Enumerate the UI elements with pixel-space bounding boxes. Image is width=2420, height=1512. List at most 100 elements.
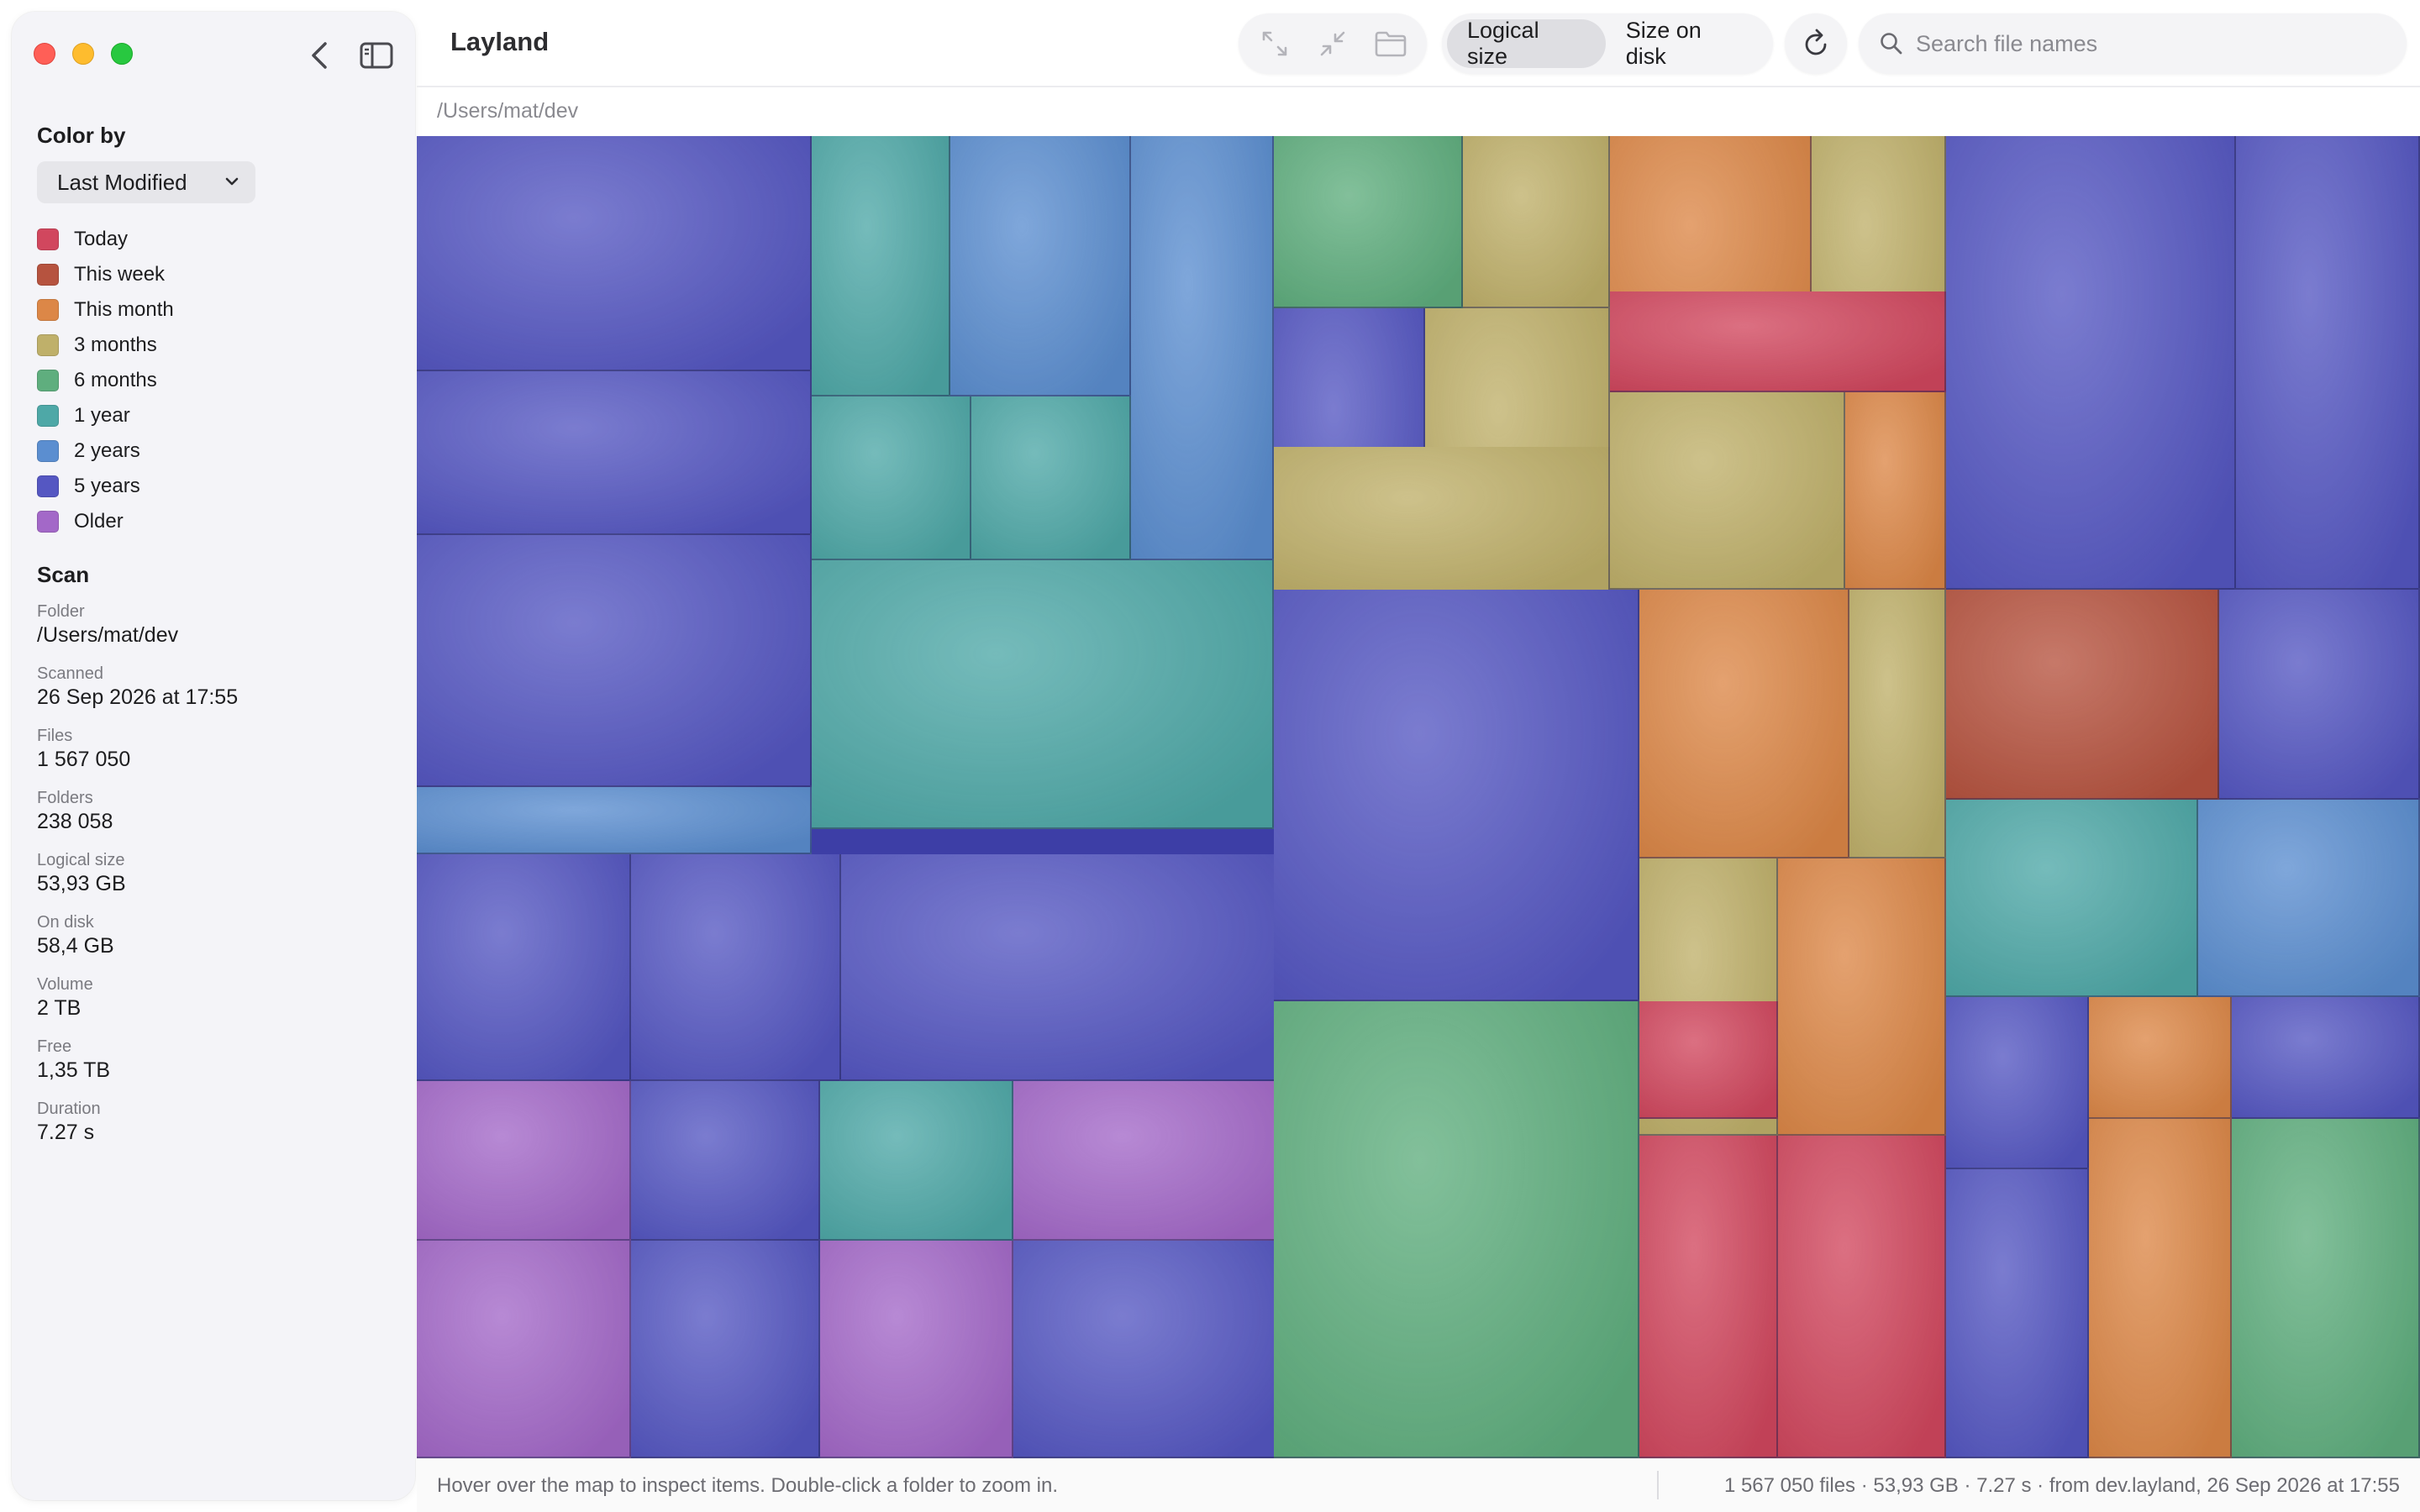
collapse-button[interactable] <box>1309 20 1356 67</box>
scan-key: Duration <box>37 1100 101 1118</box>
treemap-block[interactable] <box>1845 392 1946 590</box>
treemap-block[interactable] <box>1013 1081 1286 1241</box>
legend-swatch <box>37 511 59 533</box>
scan-row: Free 1,35 TB <box>37 1037 238 1099</box>
treemap-block[interactable] <box>1639 1001 1778 1119</box>
window-minimize-button[interactable] <box>72 43 94 65</box>
scan-row: Volume 2 TB <box>37 974 238 1037</box>
treemap-block[interactable] <box>820 1081 1013 1241</box>
scan-row: Duration 7.27 s <box>37 1099 238 1161</box>
treemap-block[interactable] <box>1946 590 2219 800</box>
legend-label: 5 years <box>74 475 140 497</box>
legend-item: 2 years <box>37 433 174 469</box>
treemap-block[interactable] <box>2236 136 2420 590</box>
treemap-block[interactable] <box>1610 291 1946 392</box>
back-button[interactable] <box>301 37 338 74</box>
search-input[interactable] <box>1916 30 2386 57</box>
logical-size-button[interactable]: Logical size <box>1447 18 1606 69</box>
treemap-block[interactable] <box>1274 136 1463 308</box>
legend-label: 6 months <box>74 369 157 391</box>
legend-swatch <box>37 440 59 462</box>
legend-item: Today <box>37 222 174 257</box>
treemap-block[interactable] <box>2198 800 2420 997</box>
treemap-block[interactable] <box>417 1081 631 1241</box>
treemap-block[interactable] <box>2232 1119 2420 1458</box>
app-title: Layland <box>450 27 550 56</box>
treemap-block[interactable] <box>2219 590 2420 800</box>
scan-key: Folder <box>37 602 85 621</box>
treemap-block[interactable] <box>1849 590 1946 858</box>
window-close-button[interactable] <box>34 43 55 65</box>
treemap-block[interactable] <box>631 1081 820 1241</box>
treemap-block[interactable] <box>417 136 812 371</box>
legend-label: This month <box>74 298 174 321</box>
treemap-block[interactable] <box>1013 1241 1286 1458</box>
size-mode-segmented-control: Logical size Size on disk <box>1442 13 1773 74</box>
scan-value: 2 TB <box>37 996 82 1020</box>
treemap-block[interactable] <box>1274 447 1610 594</box>
reveal-folder-button[interactable] <box>1367 20 1414 67</box>
legend-item: This month <box>37 292 174 328</box>
legend-label: Today <box>74 228 129 250</box>
expand-button[interactable] <box>1251 20 1298 67</box>
scan-value: 53,93 GB <box>37 872 126 895</box>
treemap[interactable] <box>417 136 2420 1458</box>
treemap-block[interactable] <box>812 396 971 560</box>
treemap-block[interactable] <box>1274 1001 1639 1458</box>
treemap-block[interactable] <box>1131 136 1274 560</box>
sidebar-toggle-button[interactable] <box>358 37 395 74</box>
treemap-block[interactable] <box>971 396 1131 560</box>
treemap-block[interactable] <box>1946 997 2089 1169</box>
treemap-block[interactable] <box>812 136 950 396</box>
treemap-block[interactable] <box>417 371 812 535</box>
treemap-block[interactable] <box>631 854 841 1081</box>
folder-icon <box>1376 31 1407 57</box>
treemap-block[interactable] <box>1946 1169 2089 1458</box>
treemap-block[interactable] <box>417 854 631 1081</box>
scan-value: 1,35 TB <box>37 1058 111 1082</box>
refresh-icon <box>1805 29 1827 55</box>
breadcrumb[interactable]: /Users/mat/dev <box>437 99 579 123</box>
treemap-block[interactable] <box>812 560 1274 829</box>
scan-row: Files 1 567 050 <box>37 726 238 788</box>
legend-item: 6 months <box>37 363 174 398</box>
scan-row: Scanned 26 Sep 2026 at 17:55 <box>37 664 238 726</box>
status-divider <box>1657 1471 1659 1499</box>
treemap-block[interactable] <box>1778 858 1946 1136</box>
treemap-block[interactable] <box>841 854 1286 1081</box>
treemap-block[interactable] <box>1946 136 2236 590</box>
expand-icon <box>1262 31 1286 56</box>
scan-row: On disk 58,4 GB <box>37 912 238 974</box>
treemap-block[interactable] <box>1274 590 1639 1001</box>
treemap-block[interactable] <box>1639 590 1849 858</box>
treemap-block[interactable] <box>631 1241 820 1458</box>
treemap-block[interactable] <box>1463 136 1610 308</box>
treemap-block[interactable] <box>1610 392 1845 590</box>
scan-key: Scanned <box>37 664 103 683</box>
treemap-block[interactable] <box>417 787 812 854</box>
scan-key: Files <box>37 727 73 745</box>
treemap-block[interactable] <box>1778 1136 1946 1458</box>
treemap-block[interactable] <box>417 1241 631 1458</box>
treemap-block[interactable] <box>950 136 1131 396</box>
scan-details: Folder/Users/mat/dev Scanned 26 Sep 2026 a… <box>37 601 238 1161</box>
scan-key: Folders <box>37 789 93 807</box>
treemap-block[interactable] <box>417 535 812 787</box>
sidebar-icon <box>360 42 393 69</box>
size-on-disk-button[interactable]: Size on disk <box>1625 18 1702 69</box>
treemap-block[interactable] <box>2089 1119 2232 1458</box>
treemap-block[interactable] <box>2089 997 2232 1119</box>
treemap-block[interactable] <box>820 1241 1013 1458</box>
treemap-block[interactable] <box>1946 800 2198 997</box>
scan-value: /Users/mat/dev <box>37 623 179 647</box>
scan-row: Folder/Users/mat/dev <box>37 601 238 664</box>
chevron-left-icon <box>312 42 327 69</box>
color-by-select[interactable]: Last Modified <box>37 161 255 203</box>
scan-value: 58,4 GB <box>37 934 114 958</box>
legend-label: 1 year <box>74 404 130 427</box>
treemap-block[interactable] <box>2232 997 2420 1119</box>
zoom-controls <box>1239 13 1427 74</box>
treemap-block[interactable] <box>1639 1136 1778 1458</box>
window-zoom-button[interactable] <box>111 43 133 65</box>
refresh-button[interactable] <box>1785 13 1847 74</box>
